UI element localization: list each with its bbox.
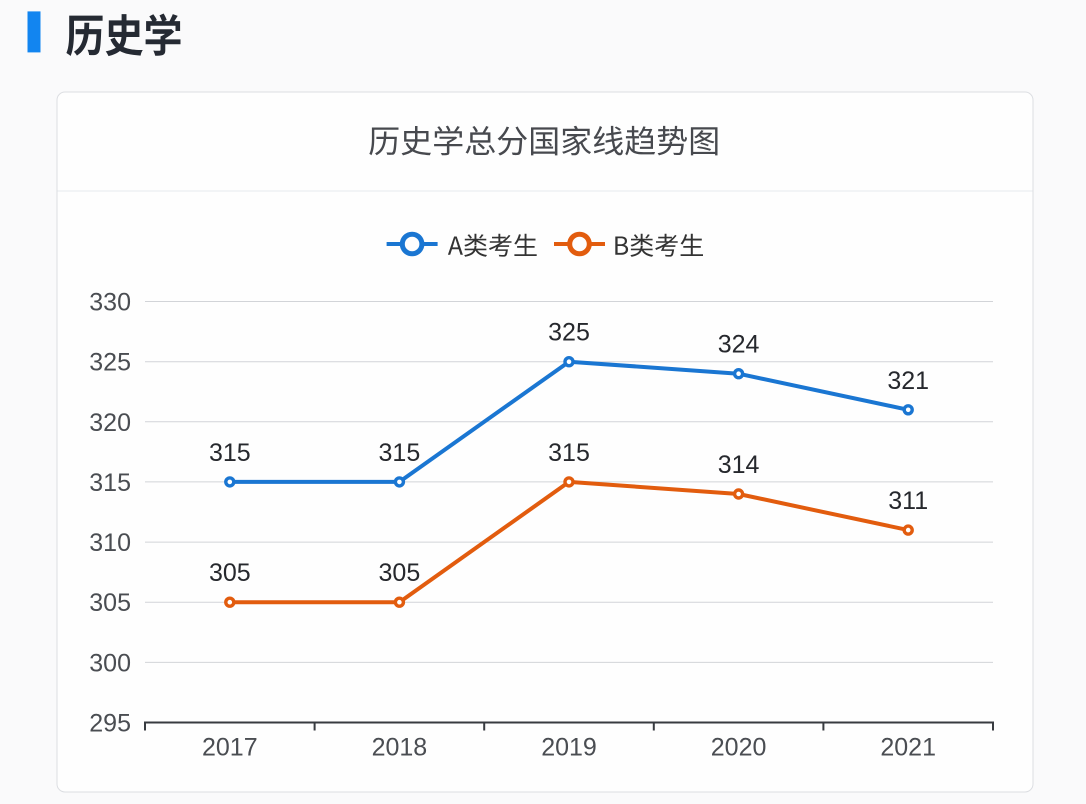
svg-text:305: 305 [209,559,251,587]
svg-text:324: 324 [718,331,760,359]
svg-text:321: 321 [887,367,929,395]
svg-text:330: 330 [89,289,131,317]
svg-text:314: 314 [718,451,760,479]
svg-text:325: 325 [89,349,131,377]
svg-text:320: 320 [89,409,131,437]
svg-text:311: 311 [888,487,928,515]
svg-text:2018: 2018 [372,734,428,762]
svg-text:310: 310 [89,529,131,557]
svg-text:325: 325 [548,319,590,347]
svg-text:2021: 2021 [880,734,936,762]
svg-text:2020: 2020 [711,734,767,762]
svg-text:300: 300 [89,649,131,677]
svg-text:315: 315 [89,469,131,497]
svg-text:315: 315 [548,439,590,467]
svg-text:305: 305 [379,559,421,587]
svg-text:2019: 2019 [541,734,597,762]
svg-text:2017: 2017 [202,734,258,762]
svg-text:305: 305 [89,589,131,617]
svg-text:315: 315 [209,439,251,467]
svg-text:295: 295 [89,710,131,738]
svg-text:315: 315 [379,439,421,467]
